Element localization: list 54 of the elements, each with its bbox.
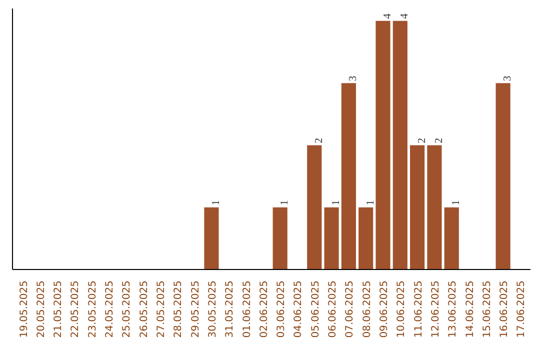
bar [324,207,339,270]
bar [307,145,322,270]
x-tick-label: 29.05.2025 [190,280,202,338]
data-label: 2 [314,138,325,144]
x-tick-label: 12.06.2025 [430,280,442,338]
data-label: 3 [502,76,514,82]
x-tick-label: 06.06.2025 [328,280,339,338]
data-label: 1 [451,200,462,206]
data-label: 2 [434,138,445,144]
bar [272,207,288,270]
x-tick-label: 15.06.2025 [482,280,493,338]
bar [410,145,425,270]
x-tick-label: 20.05.2025 [36,280,47,338]
x-tick-label: 09.06.2025 [378,280,390,338]
data-label: 1 [331,200,342,206]
bar [341,83,356,270]
x-tick-label: 11.06.2025 [413,280,424,338]
x-tick-label: 14.06.2025 [464,280,476,338]
x-tick-label: 05.06.2025 [310,280,322,338]
x-tick-label: 27.05.2025 [156,280,168,338]
x-tick-label: 24.05.2025 [104,280,116,338]
x-tick-label: 08.06.2025 [362,280,373,338]
x-tick-label: 23.05.2025 [87,280,98,338]
bar [444,207,459,270]
data-label: 2 [416,138,428,144]
x-tick-label: 25.05.2025 [122,280,133,338]
x-tick-label: 31.05.2025 [224,280,236,338]
x-tick-label: 16.06.2025 [499,280,510,338]
bar [358,207,374,270]
bar [204,207,219,270]
data-label: 1 [280,200,291,206]
bar [392,20,408,270]
data-label: 4 [400,12,411,19]
bar [496,83,510,270]
x-tick-label: 19.05.2025 [18,280,30,338]
data-label: 1 [210,200,222,206]
data-label: 4 [382,12,394,19]
x-tick-label: 13.06.2025 [448,280,459,338]
x-tick-label: 01.06.2025 [242,280,253,338]
data-label: 1 [365,200,376,206]
bar [427,145,442,270]
x-tick-label: 04.06.2025 [293,280,304,338]
data-label: 3 [348,76,360,82]
x-tick-label: 21.05.2025 [53,280,64,338]
x-tick-label: 10.06.2025 [396,280,408,338]
x-tick-label: 22.05.2025 [70,280,82,338]
x-tick-label: 07.06.2025 [344,280,356,338]
bar [376,20,390,270]
x-tick-label: 26.05.2025 [138,280,150,338]
x-tick-label: 17.06.2025 [516,280,528,338]
x-tick-label: 30.05.2025 [207,280,218,338]
x-tick-label: 28.05.2025 [173,280,184,338]
x-tick-label: 02.06.2025 [258,280,270,338]
x-tick-label: 03.06.2025 [276,280,288,338]
